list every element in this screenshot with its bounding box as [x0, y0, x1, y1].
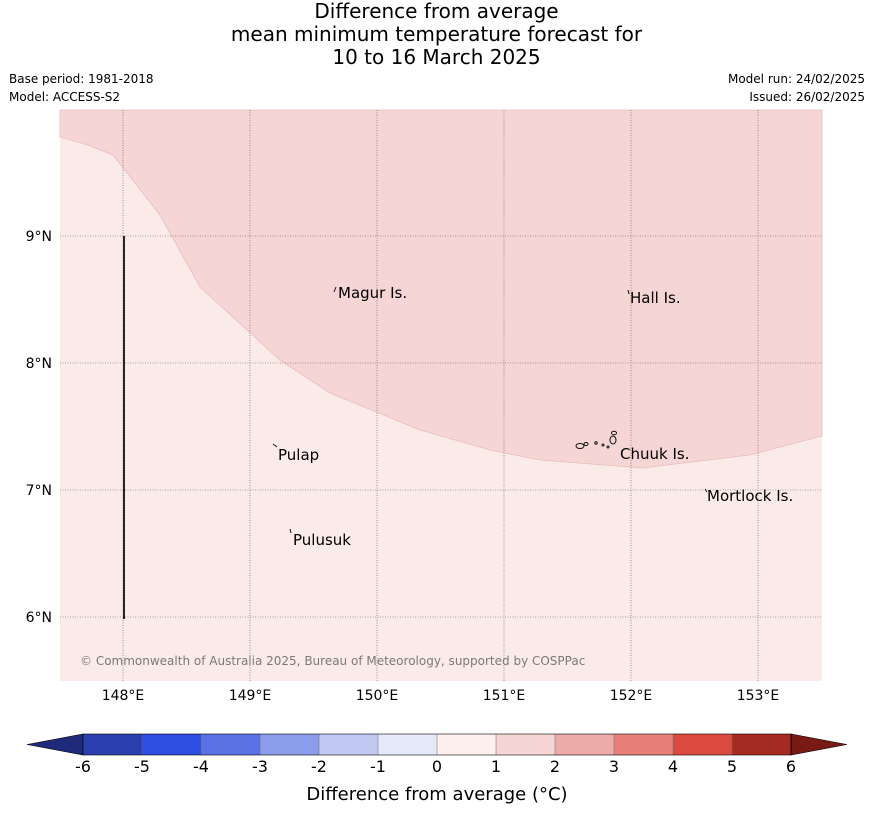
colorbar-tick-label: -2: [311, 757, 327, 776]
place-label-hall: Hall Is.: [630, 289, 681, 307]
lon-tick-151: 151°E: [483, 688, 526, 704]
colorbar-tick-label: 1: [491, 757, 501, 776]
lat-tick-6: 6°N: [26, 610, 52, 626]
place-label-mortlock: Mortlock Is.: [707, 487, 793, 505]
colorbar-tick-label: -6: [75, 757, 91, 776]
lon-tick-153: 153°E: [737, 688, 780, 704]
lat-tick-7: 7°N: [26, 483, 52, 499]
colorbar-swatch: [201, 734, 261, 755]
colorbar-swatch: [496, 734, 556, 755]
colorbar-tick-label: 3: [609, 757, 619, 776]
title-line-3: 10 to 16 March 2025: [332, 45, 541, 69]
copyright-notice: © Commonwealth of Australia 2025, Bureau…: [80, 654, 585, 668]
colorbar-swatch: [319, 734, 379, 755]
colorbar-tick-label: -3: [252, 757, 268, 776]
island-mortlock: [704, 488, 708, 493]
colorbar-swatch: [555, 734, 615, 755]
island-chuuk-lagoon: [575, 430, 617, 449]
colorbar-labels: -6 -5 -4 -3 -2 -1 0 1 2 3 4 5 6: [75, 757, 796, 776]
anomaly-region-1-to-2: [59, 109, 823, 469]
lon-tick-148: 148°E: [102, 688, 145, 704]
colorbar-swatch: [378, 734, 438, 755]
place-labels: Magur Is. Hall Is. Pulap Chuuk Is. Mortl…: [278, 284, 793, 549]
colorbar-swatch: [673, 734, 733, 755]
issued-date: Issued: 26/02/2025: [749, 90, 865, 104]
place-label-pulap: Pulap: [278, 446, 319, 464]
island-hall: [627, 289, 630, 295]
lat-tick-labels: 9°N 8°N 7°N 6°N: [26, 229, 52, 626]
colorbar-tick-label: 4: [668, 757, 678, 776]
colorbar-outline: [82, 733, 792, 756]
meta-right: Model run: 24/02/2025 Issued: 26/02/2025: [728, 70, 865, 106]
island-pulap: [272, 443, 278, 448]
lon-tick-150: 150°E: [356, 688, 399, 704]
colorbar-extend-low: [26, 733, 84, 756]
model-run: Model run: 24/02/2025: [727, 72, 865, 86]
island-shapes: [272, 286, 708, 534]
title-line-2: mean minimum temperature forecast for: [230, 22, 643, 46]
colorbar: -6 -5 -4 -3 -2 -1 0 1 2 3 4 5 6 Difference from aver…: [26, 733, 848, 805]
lat-tick-9: 9°N: [26, 229, 52, 245]
title-line-1: Difference from average: [314, 0, 559, 23]
graticule: [60, 110, 822, 681]
colorbar-tick-label: -1: [370, 757, 386, 776]
colorbar-swatch: [732, 734, 792, 755]
map-title: Difference from average mean minimum tem…: [0, 0, 873, 69]
model-name: Model: ACCESS-S2: [9, 90, 121, 104]
colorbar-swatch: [142, 734, 202, 755]
colorbar-tick-label: -5: [134, 757, 150, 776]
island-magur: [333, 286, 337, 293]
colorbar-swatch: [437, 734, 497, 755]
lon-tick-labels: 148°E 149°E 150°E 151°E 152°E 153°E: [102, 688, 780, 704]
colorbar-tick-label: 2: [550, 757, 560, 776]
place-label-chuuk: Chuuk Is.: [620, 445, 689, 463]
lat-tick-8: 8°N: [26, 356, 52, 372]
place-label-magur: Magur Is.: [338, 284, 407, 302]
colorbar-tick-label: 6: [786, 757, 796, 776]
colorbar-title: Difference from average (°C): [306, 784, 567, 805]
place-label-pulusuk: Pulusuk: [293, 531, 351, 549]
colorbar-swatch: [83, 734, 143, 755]
lon-tick-149: 149°E: [229, 688, 272, 704]
lon-tick-152: 152°E: [610, 688, 653, 704]
meta-left: Base period: 1981-2018 Model: ACCESS-S2: [9, 70, 154, 106]
colorbar-tick-label: -4: [193, 757, 209, 776]
map-area: 9°N 8°N 7°N 6°N 148°E 149°E 150°E 151°E …: [26, 109, 823, 704]
colorbar-swatches: [83, 734, 792, 755]
base-period: Base period: 1981-2018: [9, 72, 154, 86]
island-pulusuk: [289, 528, 292, 534]
colorbar-tick-label: 5: [727, 757, 737, 776]
colorbar-swatch: [614, 734, 674, 755]
colorbar-tick-label: 0: [432, 757, 442, 776]
colorbar-extend-high: [790, 733, 848, 756]
colorbar-swatch: [260, 734, 320, 755]
